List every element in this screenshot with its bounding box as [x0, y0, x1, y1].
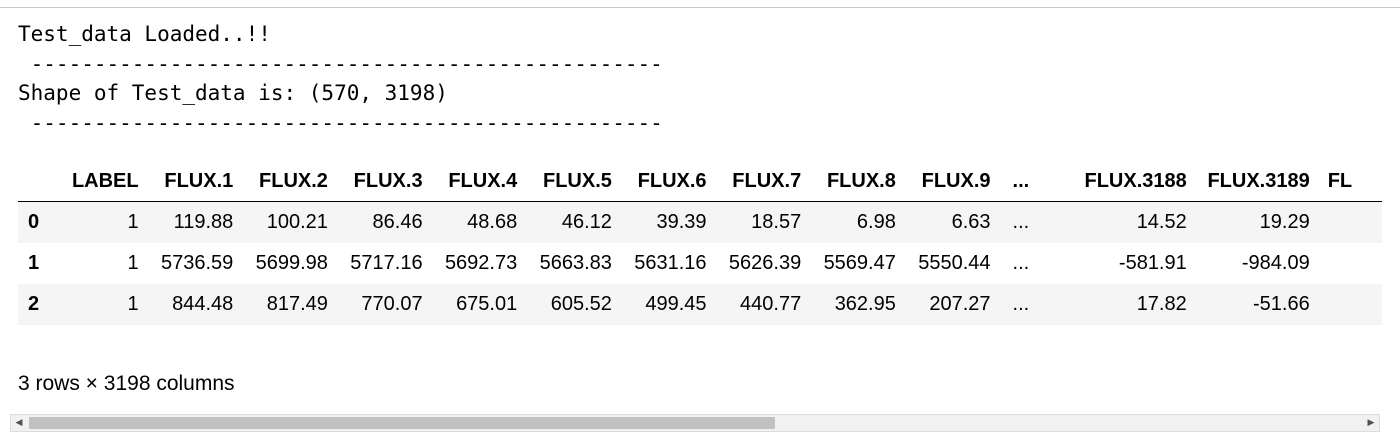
table-cell: -581.91 [1118, 252, 1187, 274]
table-cell: 18.57 [751, 211, 802, 233]
table-cell: 5663.83 [539, 252, 612, 274]
table-cell: 1 [127, 293, 139, 315]
table-cell: 770.07 [361, 293, 423, 315]
stream-line: Shape of Test_data is: (570, 3198) [18, 81, 448, 105]
table-cell: 14.52 [1136, 211, 1187, 233]
table-cell: 17.82 [1136, 293, 1187, 315]
horizontal-scrollbar[interactable]: ◀ ▶ [10, 414, 1380, 432]
table-cell-truncated [1310, 284, 1382, 325]
column-header: FLUX.7 [706, 162, 802, 202]
table-cell: 46.12 [561, 211, 612, 233]
table-cell: 440.77 [740, 293, 802, 315]
column-header: FLUX.1 [138, 162, 234, 202]
table-cell: 5569.47 [823, 252, 896, 274]
dataframe-summary: 3 rows × 3198 columns [18, 372, 235, 395]
column-header: FLUX.9 [895, 162, 991, 202]
table-row: 2 1 844.48 817.49 770.07 675.01 605.52 4… [18, 284, 1382, 325]
separator-line: ----------------------------------------… [18, 110, 663, 135]
triangle-left-icon[interactable]: ◀ [15, 418, 23, 428]
column-header: FLUX.5 [517, 162, 612, 202]
table-cell: 39.39 [656, 211, 707, 233]
table-cell: 675.01 [456, 293, 518, 315]
ellipsis-header: ... [990, 162, 1064, 202]
column-header: FLUX.3 [327, 162, 423, 202]
index-header [18, 162, 67, 202]
table-cell: 5626.39 [728, 252, 802, 274]
table-cell-truncated [1310, 243, 1382, 284]
table-cell: -984.09 [1241, 252, 1310, 274]
ellipsis-cell: ... [1012, 252, 1030, 274]
table-cell: 817.49 [266, 293, 328, 315]
table-cell-truncated [1310, 202, 1382, 244]
scrollbar-thumb[interactable] [29, 417, 775, 429]
table-cell: 86.46 [372, 211, 423, 233]
table-cell: 1 [127, 252, 139, 274]
table-cell: 5550.44 [918, 252, 991, 274]
table-cell: 6.98 [856, 211, 896, 233]
row-index: 2 [28, 293, 40, 315]
table-cell: 1 [127, 211, 139, 233]
stream-line: Test_data Loaded..!! [18, 22, 271, 46]
table-cell: 100.21 [266, 211, 328, 233]
table-cell: 119.88 [173, 211, 234, 233]
table-cell: 48.68 [467, 211, 518, 233]
dataframe-container: LABEL FLUX.1 FLUX.2 FLUX.3 FLUX.4 FLUX.5… [18, 162, 1382, 348]
table-cell: 5692.73 [444, 252, 518, 274]
column-header: LABEL [66, 162, 139, 202]
table-cell: 5717.16 [350, 252, 423, 274]
header-row: LABEL FLUX.1 FLUX.2 FLUX.3 FLUX.4 FLUX.5… [18, 162, 1382, 202]
cell-top-border [0, 0, 1400, 8]
table-row: 0 1 119.88 100.21 86.46 48.68 46.12 39.3… [18, 201, 1382, 244]
table-cell: 844.48 [172, 293, 234, 315]
table-cell: 19.29 [1259, 211, 1310, 233]
table-cell: 5736.59 [160, 252, 234, 274]
table-row: 1 1 5736.59 5699.98 5717.16 5692.73 5663… [18, 243, 1382, 284]
table-cell: -51.66 [1253, 293, 1310, 315]
table-cell: 6.63 [951, 211, 991, 233]
table-cell: 5631.16 [634, 252, 707, 274]
stream-output: Test_data Loaded..!! -------------------… [18, 20, 1382, 138]
column-header: FLUX.8 [801, 162, 896, 202]
dataframe-table: LABEL FLUX.1 FLUX.2 FLUX.3 FLUX.4 FLUX.5… [18, 162, 1382, 325]
ellipsis-cell: ... [1012, 211, 1030, 233]
row-index: 0 [28, 211, 40, 233]
column-header-truncated: FL [1309, 162, 1382, 202]
column-header: FLUX.2 [233, 162, 328, 202]
column-header: FLUX.6 [611, 162, 707, 202]
row-index: 1 [28, 252, 40, 274]
column-header: FLUX.3189 [1186, 162, 1310, 202]
table-cell: 605.52 [550, 293, 612, 315]
ellipsis-cell: ... [1012, 293, 1030, 315]
triangle-right-icon[interactable]: ▶ [1367, 418, 1375, 428]
table-cell: 5699.98 [255, 252, 328, 274]
table-cell: 362.95 [834, 293, 896, 315]
table-cell: 207.27 [929, 293, 991, 315]
table-cell: 499.45 [645, 293, 707, 315]
separator-line: ----------------------------------------… [18, 51, 663, 76]
column-header: FLUX.4 [422, 162, 518, 202]
column-header: FLUX.3188 [1063, 162, 1187, 202]
